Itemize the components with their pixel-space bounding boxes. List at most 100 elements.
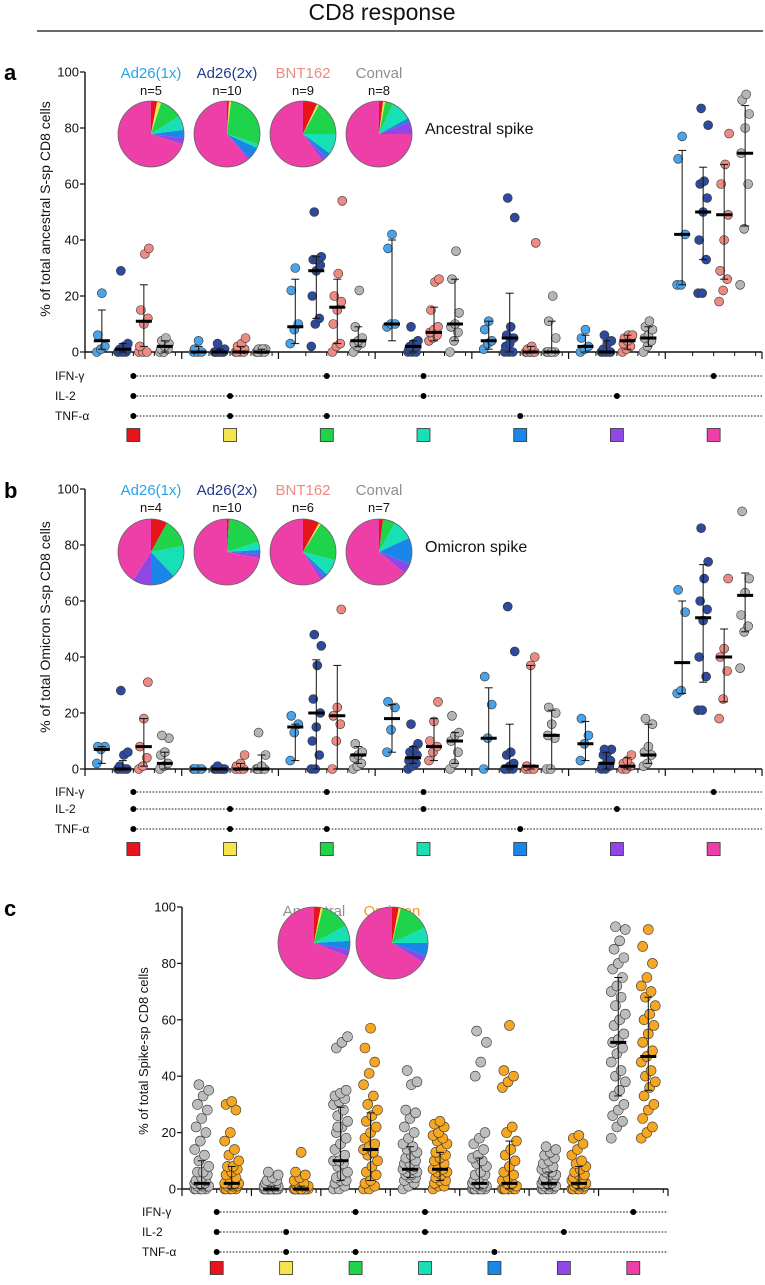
data-point [451,246,461,256]
cytokine-dot [420,789,427,795]
data-point [677,131,687,142]
data-point [411,1076,423,1088]
category-color-key [610,428,624,442]
panel-c-label: c [4,896,16,921]
cytokine-row-label: TNF-α [142,1245,176,1259]
data-point [331,736,342,746]
data-point [547,291,558,301]
group-n: n=5 [140,83,162,98]
data-point [735,663,745,674]
panel-c: c % of total Spike-sp CD8 cells [4,896,151,1135]
cytokine-dot [283,1249,290,1255]
pie-slice [303,552,335,575]
data-point [447,710,457,721]
pie-slice [227,541,260,552]
panel-a-plot: 0 20 40 60 80 100 IFN-γ IL-2 TNF-α Ad26(1x)n=5 Ad2… [55,65,763,442]
data-point [203,1161,215,1172]
pie-slice [227,134,257,159]
data-point [722,666,732,676]
cytokine-dot [227,413,234,419]
data-point [479,1127,491,1138]
pie-slice [151,116,184,134]
data-point [406,321,416,332]
data-point [648,1020,660,1031]
pie-slice [392,943,428,957]
cytokine-dot [213,1209,220,1215]
cytokine-dot [323,373,330,379]
panel-a-label: a [4,60,17,85]
data-point [605,1056,617,1068]
cytokine-dot [213,1229,220,1235]
data-point [399,1121,410,1133]
data-point [239,750,250,760]
pie-slice [392,943,426,963]
pie-slice [303,101,318,134]
cytokine-dot [130,393,137,399]
pie-outline [193,100,261,168]
cytokine-dot [420,806,427,812]
data-point [272,1169,284,1181]
data-point [193,335,204,346]
pie-slice [151,102,179,134]
data-point [453,327,463,338]
data-point [136,305,146,315]
y-tick-label: 100 [154,900,176,915]
category-color-key [487,1261,502,1275]
group-name: Ad26(1x) [121,482,182,499]
pie-slice [392,907,399,943]
data-point [649,1000,661,1012]
cytokine-dot [323,826,330,832]
y-tick-label: 80 [65,121,79,136]
data-point [289,727,300,738]
data-point [481,1037,492,1048]
group-n: n=10 [212,83,241,98]
data-point [699,573,709,584]
pie-slice [227,134,259,149]
data-point [387,229,397,240]
data-point [695,596,705,606]
cytokine-dot [283,1229,290,1235]
data-point [369,1056,381,1068]
pie-slice [379,101,384,134]
pie-slice [314,907,321,943]
data-point [229,1144,240,1155]
category-color-key [610,842,624,856]
data-point [365,1022,376,1034]
cytokine-dot [352,1209,359,1215]
data-point [219,1135,231,1147]
data-point [614,1085,625,1096]
y-tick-label: 100 [57,482,79,497]
data-point [307,736,318,746]
panel-a-ylabel: % of total ancestral S-sp CD8 cells [37,101,53,317]
data-point [580,324,591,335]
data-point [615,991,627,1003]
data-point [723,573,733,584]
data-point [619,1008,631,1020]
data-point [226,1096,238,1107]
data-point [635,980,647,992]
data-point [744,573,754,584]
panel-a-annotation: Ancestral spike [425,121,534,138]
data-point [286,285,297,296]
pie-slice [379,104,408,134]
cytokine-row-label: IL-2 [55,389,76,403]
data-point [97,288,107,299]
data-point [192,1099,203,1110]
pie-slice [392,907,401,943]
pie-slice [118,519,151,580]
y-tick-label: 80 [65,538,79,553]
data-point [426,305,436,315]
group-n: n=6 [292,500,314,515]
data-point [637,1113,648,1124]
data-point [676,685,686,696]
data-point [530,238,541,248]
cytokine-dot [227,826,234,832]
data-point [626,750,637,760]
pie-outline [269,518,337,586]
data-point [702,193,712,203]
group-n: n=9 [292,83,314,98]
data-point [316,640,327,651]
pie-slice [118,101,183,167]
data-point [703,120,713,130]
